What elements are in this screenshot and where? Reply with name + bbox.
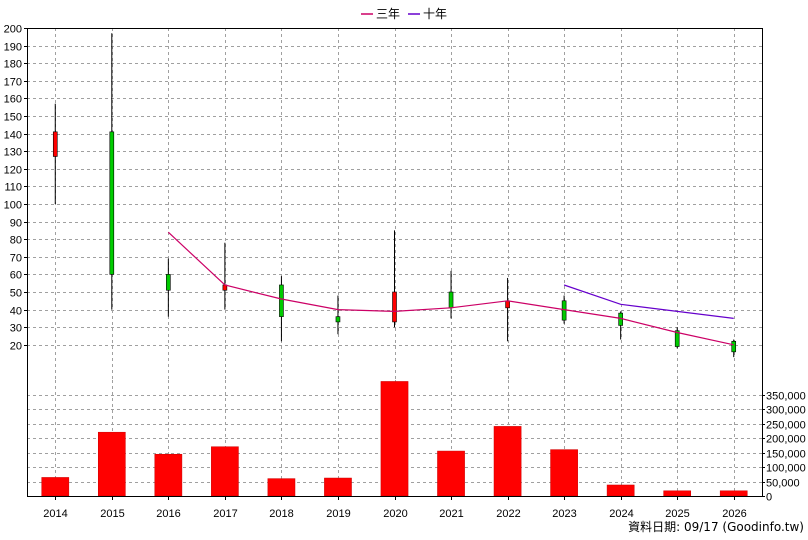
- price-tick-label: 190: [4, 42, 22, 54]
- candle-body: [335, 316, 341, 323]
- volume-bar: [267, 478, 296, 497]
- series-line-十年: [563, 284, 734, 319]
- price-tick-label: 150: [4, 112, 22, 124]
- volume-bar: [493, 426, 522, 497]
- volume-tick-label: 150,000: [766, 449, 806, 461]
- year-tick-label: 2017: [213, 508, 237, 520]
- volume-bar: [154, 453, 183, 497]
- year-tick-label: 2021: [439, 508, 463, 520]
- volume-bar: [719, 490, 748, 497]
- price-tick-label: 80: [10, 235, 22, 247]
- candle-body: [52, 131, 58, 157]
- candle-body: [674, 330, 680, 347]
- source-label: 資料日期: 09/17 (Goodinfo.tw): [628, 520, 804, 534]
- price-axis: 20 30 40 50 60 70 80 90 100 110 120 130 140 150 160 170…: [4, 24, 27, 353]
- volume-tick-label: 350,000: [766, 391, 806, 403]
- price-tick-label: 90: [10, 218, 22, 230]
- candle-body: [561, 300, 567, 321]
- volume-tick-label: 0: [766, 492, 772, 504]
- year-tick-label: 2019: [326, 508, 350, 520]
- year-tick-label: 2025: [665, 508, 689, 520]
- volume-tick-label: 250,000: [766, 420, 806, 432]
- volume-bar: [41, 477, 70, 497]
- volume-bar: [324, 477, 352, 497]
- volume-tick-label: 50,000: [766, 478, 800, 490]
- price-tick-label: 130: [4, 147, 22, 159]
- year-tick-label: 2015: [100, 508, 124, 520]
- price-tick-label: 50: [10, 288, 22, 300]
- price-tick-label: 110: [4, 182, 22, 194]
- volume-bar: [380, 381, 409, 497]
- year-axis: 2014 2015 2016 2017 2018 2019 2020 2021 2022 2023…: [43, 496, 747, 520]
- price-tick-label: 170: [4, 77, 22, 89]
- price-tick-label: 20: [10, 341, 22, 353]
- volume-bar: [97, 431, 126, 497]
- legend: 三年 十年: [361, 7, 447, 21]
- volume-bar: [437, 450, 465, 497]
- price-tick-label: 120: [4, 165, 22, 177]
- price-tick-label: 200: [4, 24, 22, 36]
- price-tick-label: 180: [4, 59, 22, 71]
- year-tick-label: 2023: [552, 508, 576, 520]
- year-tick-label: 2022: [496, 508, 520, 520]
- price-grid: [27, 28, 762, 380]
- volume-axis: 0 50,000 100,000 150,000 200,000 250,000 300,0…: [762, 391, 806, 504]
- year-tick-label: 2018: [269, 508, 293, 520]
- legend-label-3yr: 三年: [376, 7, 400, 21]
- year-tick-label: 2020: [383, 508, 407, 520]
- volume-tick-label: 100,000: [766, 463, 806, 475]
- volume-tick-label: 200,000: [766, 434, 806, 446]
- year-tick-label: 2014: [43, 508, 67, 520]
- volume-bar: [606, 484, 635, 497]
- price-tick-label: 30: [10, 323, 22, 335]
- volume-bar: [550, 449, 578, 497]
- candle-body: [731, 340, 737, 353]
- year-tick-label: 2026: [722, 508, 746, 520]
- price-tick-label: 140: [4, 130, 22, 142]
- candle-body: [448, 291, 454, 309]
- candle-body: [166, 274, 171, 291]
- year-tick-label: 2024: [609, 508, 633, 520]
- plot-frames: [27, 28, 763, 497]
- price-tick-label: 40: [10, 306, 22, 318]
- candle-body: [109, 131, 115, 275]
- series-line-三年: [167, 231, 734, 346]
- year-tick-label: 2016: [156, 508, 180, 520]
- price-tick-label: 60: [10, 270, 22, 282]
- price-tick-label: 100: [4, 200, 22, 212]
- volume-bar: [663, 490, 692, 497]
- volume-bars: [41, 381, 748, 497]
- candle-body: [392, 291, 397, 323]
- volume-bar: [211, 446, 239, 497]
- candle-body: [279, 284, 284, 317]
- volume-tick-label: 300,000: [766, 405, 806, 417]
- average-lines: [167, 231, 734, 346]
- candle-body: [505, 300, 510, 309]
- legend-label-10yr: 十年: [423, 7, 447, 21]
- price-tick-label: 70: [10, 253, 22, 265]
- price-tick-label: 160: [4, 94, 22, 106]
